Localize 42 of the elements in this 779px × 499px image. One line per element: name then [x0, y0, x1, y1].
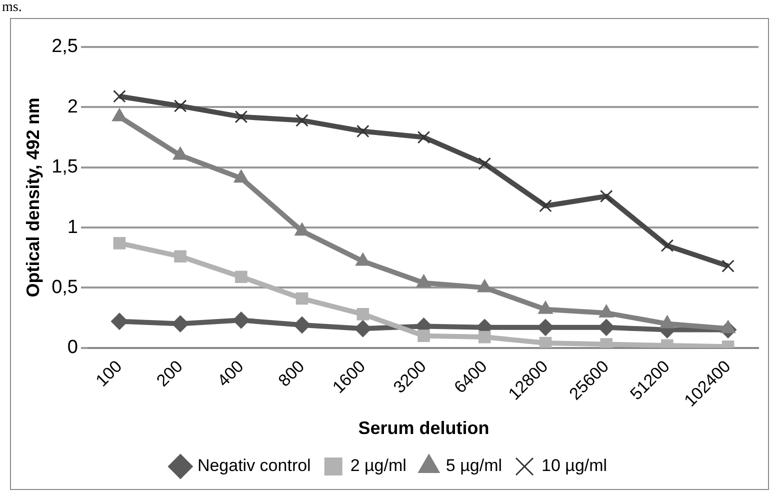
point: [539, 336, 552, 348]
x-tick-label: 100: [92, 356, 126, 390]
point: [234, 110, 248, 124]
point: [539, 199, 552, 212]
y-tick-label: 0,5: [52, 276, 78, 298]
y-axis-title: Optical density, 492 nm: [22, 98, 43, 298]
point: [294, 316, 311, 334]
point: [113, 90, 126, 103]
y-tick-label: 0: [67, 337, 78, 358]
point: [172, 315, 189, 332]
text: ms.: [2, 0, 22, 16]
point: [232, 312, 250, 329]
point: [174, 250, 186, 263]
y-tick-label: 2,5: [52, 36, 78, 58]
point: [354, 320, 372, 338]
y-tick-label: 1,5: [52, 156, 78, 178]
point: [417, 130, 430, 144]
x-tick-label: 200: [152, 356, 186, 390]
point: [113, 237, 126, 250]
legend-label: 5 µg/ml: [446, 456, 502, 476]
point: [478, 330, 491, 344]
point: [418, 330, 430, 342]
point: [722, 260, 734, 272]
point: [356, 124, 370, 138]
point: [600, 190, 613, 203]
point: [174, 100, 187, 112]
point: [235, 270, 248, 284]
legend-label: 2 µg/ml: [350, 456, 406, 476]
x-axis-title: Serum delution: [358, 418, 490, 438]
point: [356, 308, 370, 320]
point: [478, 157, 492, 170]
legend-label: 10 µg/ml: [542, 456, 608, 476]
legend-label: Negativ control: [197, 456, 311, 476]
point: [600, 338, 612, 348]
y-tick-label: 2: [67, 96, 78, 118]
x-tick-label: 800: [274, 356, 308, 390]
point: [110, 312, 128, 330]
point: [660, 239, 674, 252]
x-tick-label: 400: [214, 356, 248, 390]
point: [296, 114, 308, 127]
y-tick-label: 1: [67, 216, 78, 238]
point: [296, 292, 308, 305]
